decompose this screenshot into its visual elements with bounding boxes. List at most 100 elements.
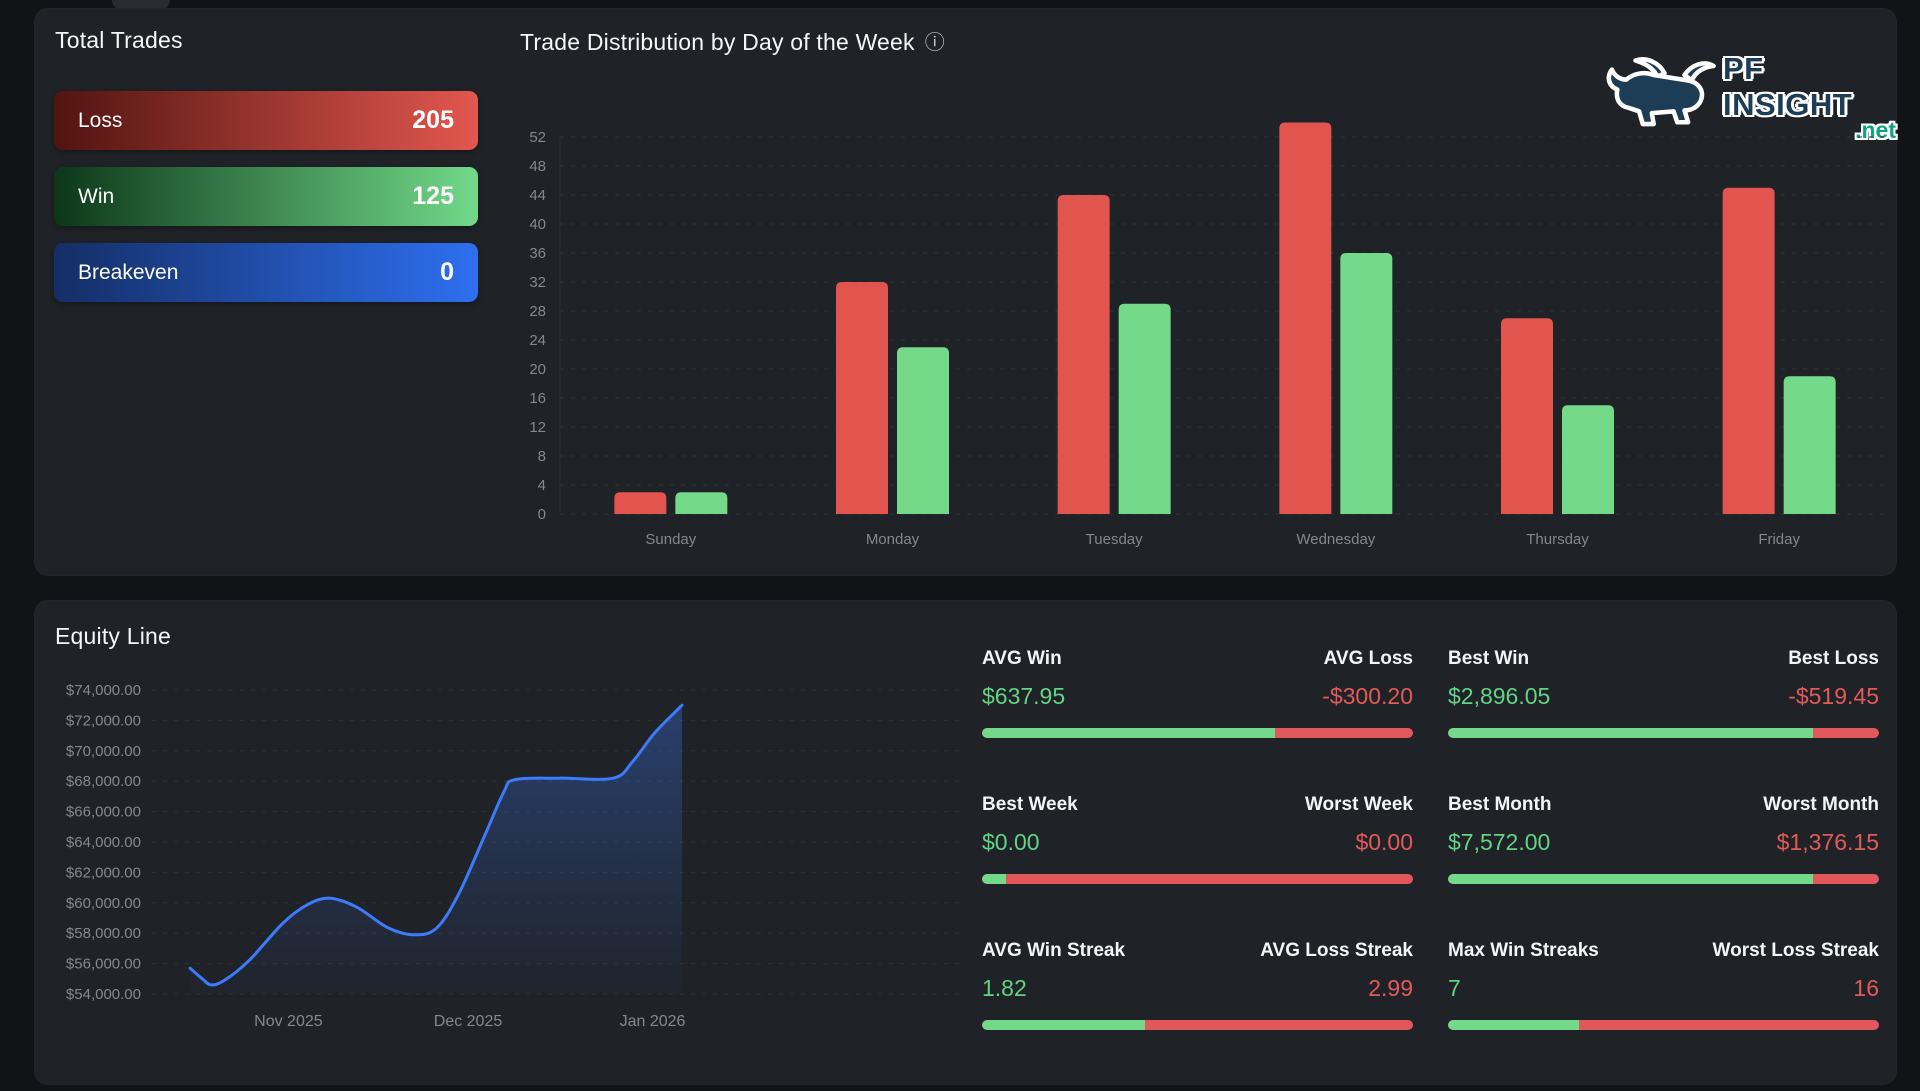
stat-best-win-loss: Best Win Best Loss $2,896.05 -$519.45 — [1448, 648, 1879, 738]
stat-ratio-bar — [982, 874, 1413, 884]
equity-line-title: Equity Line — [55, 623, 171, 649]
total-trades-win-row: Win 125 — [54, 167, 478, 226]
stat-right-value: 16 — [1853, 975, 1879, 1001]
total-trades-breakeven-row: Breakeven 0 — [54, 243, 478, 302]
stat-ratio-bar-green — [1448, 874, 1813, 884]
logo-tld: .net — [1855, 117, 1896, 143]
svg-text:8: 8 — [538, 448, 546, 465]
stat-ratio-bar-green — [982, 874, 1006, 884]
win-label: Win — [78, 184, 115, 208]
stat-left-value: $2,896.05 — [1448, 683, 1551, 709]
stat-ratio-bar — [982, 728, 1413, 738]
logo-brand: PF INSIGHT — [1723, 51, 1853, 122]
top-edge-pill — [112, 0, 170, 10]
stat-left-label: AVG Win Streak — [982, 940, 1126, 961]
svg-text:Nov 2025: Nov 2025 — [254, 1013, 323, 1030]
svg-text:Tuesday: Tuesday — [1086, 531, 1143, 548]
svg-text:Sunday: Sunday — [645, 531, 696, 548]
svg-text:12: 12 — [529, 419, 546, 436]
stat-ratio-bar-green — [1448, 1020, 1580, 1030]
stat-left-label: AVG Win — [982, 648, 1062, 669]
stat-ratio-bar-green — [982, 728, 1276, 738]
bottom-panel: Equity Line — [34, 600, 1897, 1085]
svg-text:Friday: Friday — [1758, 531, 1800, 548]
svg-text:Jan 2026: Jan 2026 — [620, 1013, 686, 1030]
equity-line-chart[interactable]: $74,000.00 $72,000.00 $70,000.00 $68,000.00… — [34, 620, 984, 1060]
stat-right-label: Worst Month — [1763, 794, 1879, 815]
svg-text:$70,000.00: $70,000.00 — [66, 743, 141, 760]
stat-best-worst-week: Best Week Worst Week $0.00 $0.00 — [982, 794, 1413, 884]
svg-text:$68,000.00: $68,000.00 — [66, 773, 141, 790]
info-icon[interactable]: ⓘ — [924, 32, 945, 54]
stat-right-label: Worst Loss Streak — [1712, 940, 1879, 961]
svg-text:32: 32 — [529, 274, 546, 291]
svg-text:16: 16 — [529, 390, 546, 407]
svg-text:40: 40 — [529, 216, 546, 233]
svg-text:$62,000.00: $62,000.00 — [66, 864, 141, 881]
stat-max-worst-streaks: Max Win Streaks Worst Loss Streak 7 16 — [1448, 940, 1879, 1030]
svg-text:44: 44 — [529, 187, 546, 204]
stat-right-value: 2.99 — [1368, 975, 1413, 1001]
stat-right-value: $1,376.15 — [1776, 829, 1879, 855]
stat-best-worst-month: Best Month Worst Month $7,572.00 $1,376.… — [1448, 794, 1879, 884]
svg-text:$74,000.00: $74,000.00 — [66, 682, 141, 699]
total-trades-loss-row: Loss 205 — [54, 91, 478, 150]
stat-avg-streaks: AVG Win Streak AVG Loss Streak 1.82 2.99 — [982, 940, 1413, 1030]
svg-text:$56,000.00: $56,000.00 — [66, 956, 141, 973]
svg-text:$60,000.00: $60,000.00 — [66, 895, 141, 912]
stat-left-value: 7 — [1448, 975, 1461, 1001]
win-count: 125 — [412, 182, 454, 210]
svg-text:Thursday: Thursday — [1526, 531, 1589, 548]
svg-text:$64,000.00: $64,000.00 — [66, 834, 141, 851]
stat-left-value: $637.95 — [982, 683, 1066, 709]
stat-right-label: AVG Loss — [1323, 648, 1413, 669]
stat-left-value: $0.00 — [982, 829, 1040, 855]
stat-left-label: Max Win Streaks — [1448, 940, 1599, 961]
svg-text:4: 4 — [538, 477, 546, 494]
stat-left-label: Best Month — [1448, 794, 1552, 815]
svg-text:Monday: Monday — [866, 531, 920, 548]
stat-right-value: -$300.20 — [1322, 683, 1413, 709]
day-distribution-chart[interactable]: 0 4 8 12 16 20 24 28 32 36 40 44 48 52 Sunday Monday Tue… — [500, 100, 1900, 570]
stat-right-label: AVG Loss Streak — [1260, 940, 1413, 961]
bull-icon — [1601, 53, 1719, 142]
stat-right-label: Best Loss — [1788, 648, 1879, 669]
svg-text:48: 48 — [529, 158, 546, 175]
svg-text:$58,000.00: $58,000.00 — [66, 925, 141, 942]
svg-text:24: 24 — [529, 332, 546, 349]
svg-text:Dec 2025: Dec 2025 — [434, 1013, 503, 1030]
stat-ratio-bar-green — [1448, 728, 1814, 738]
svg-text:Wednesday: Wednesday — [1296, 531, 1375, 548]
stat-ratio-bar — [1448, 874, 1879, 884]
total-trades-title: Total Trades — [55, 27, 183, 53]
stat-left-value: $7,572.00 — [1448, 829, 1551, 855]
stat-left-label: Best Win — [1448, 648, 1530, 669]
stat-left-value: 1.82 — [982, 975, 1027, 1001]
stat-ratio-bar-green — [982, 1020, 1145, 1030]
day-distribution-title: Trade Distribution by Day of the Week ⓘ — [520, 27, 945, 56]
svg-text:0: 0 — [538, 506, 546, 523]
stat-right-value: -$519.45 — [1788, 683, 1879, 709]
stat-avg-win-loss: AVG Win AVG Loss $637.95 -$300.20 — [982, 648, 1413, 738]
svg-text:36: 36 — [529, 245, 546, 262]
svg-text:52: 52 — [529, 129, 546, 146]
breakeven-count: 0 — [440, 258, 454, 286]
stat-ratio-bar — [1448, 728, 1879, 738]
svg-text:$54,000.00: $54,000.00 — [66, 986, 141, 1003]
stat-ratio-bar — [982, 1020, 1413, 1030]
breakeven-label: Breakeven — [78, 260, 179, 284]
svg-text:$66,000.00: $66,000.00 — [66, 804, 141, 821]
stats-grid: AVG Win AVG Loss $637.95 -$300.20 Best W… — [982, 648, 1879, 1030]
stat-right-label: Worst Week — [1304, 794, 1413, 815]
svg-text:$72,000.00: $72,000.00 — [66, 712, 141, 729]
logo-text: PF INSIGHT .net — [1723, 51, 1896, 144]
stat-right-value: $0.00 — [1355, 829, 1413, 855]
stat-ratio-bar — [1448, 1020, 1879, 1030]
loss-count: 205 — [412, 106, 454, 134]
svg-text:20: 20 — [529, 361, 546, 378]
svg-text:28: 28 — [529, 303, 546, 320]
stat-left-label: Best Week — [982, 794, 1078, 815]
loss-label: Loss — [78, 108, 123, 132]
pf-insight-logo[interactable]: PF INSIGHT .net — [1601, 51, 1896, 144]
